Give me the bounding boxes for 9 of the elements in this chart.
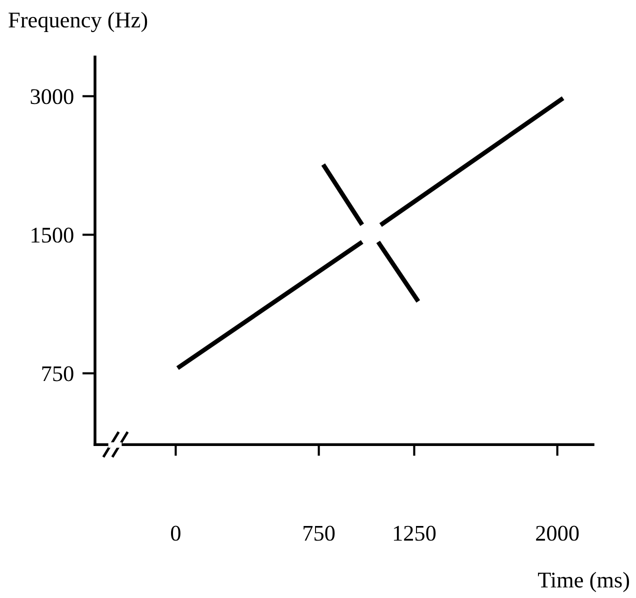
- y-tick-label: 750: [42, 366, 74, 382]
- y-tick-label: 1500: [32, 228, 74, 243]
- x-axis-title: Time (ms): [538, 572, 630, 592]
- x-tick-label: 750: [304, 526, 335, 541]
- y-axis-title: Frequency (Hz): [8, 12, 148, 32]
- x-tick-label: 1250: [394, 526, 436, 541]
- y-tick-label: 3000: [30, 89, 74, 104]
- x-tick-label: 0: [171, 526, 180, 541]
- x-tick-label: 2000: [536, 526, 579, 541]
